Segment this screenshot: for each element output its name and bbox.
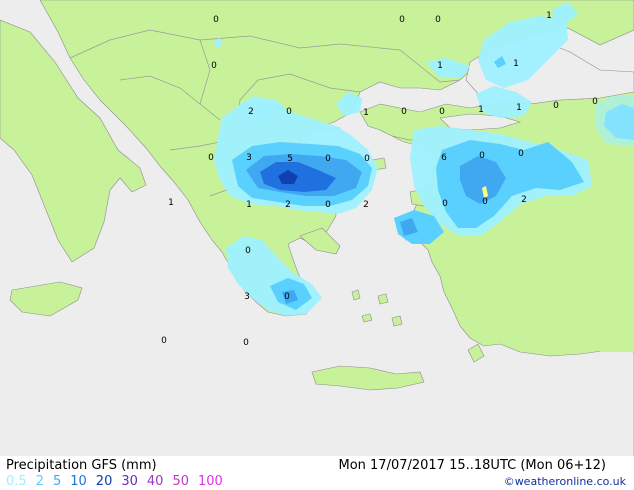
map-value-label: 1 — [546, 11, 552, 21]
land-cyclades-1 — [351, 289, 361, 301]
precip-north-tiny — [214, 38, 222, 48]
map-value-label: 3 — [244, 292, 250, 302]
map-values: 0 0 0 1 0 1 1 2 0 1 0 0 1 1 0 0 0 3 5 0 0 6 0 0 1 1 2 0 2 0 0 2 0 3 0 0 0 — [161, 11, 598, 348]
precip-romania-small — [426, 58, 470, 78]
map-value-label: 0 — [592, 97, 598, 107]
land-crete — [311, 365, 425, 391]
precip-greece-20 — [278, 170, 298, 184]
land-italy — [0, 19, 147, 263]
legend-entry: 100 — [197, 474, 223, 489]
precip-north-strip — [236, 96, 278, 124]
precip-ne-small — [552, 2, 578, 24]
footer: Precipitation GFS (mm) Mon 17/07/2017 15… — [0, 456, 634, 490]
legend-entry: 30 — [121, 474, 138, 489]
credit-link[interactable]: ©weatheronline.co.uk — [503, 475, 626, 488]
map-value-label: 0 — [325, 154, 331, 164]
map-value-label: 1 — [516, 103, 522, 113]
land-cyclades-2 — [377, 293, 389, 305]
precip-black-sea-2 — [494, 56, 506, 68]
precip-aegean-east-5 — [460, 156, 506, 204]
map-value-label: 0 — [211, 61, 217, 71]
map-value-label: 0 — [213, 15, 219, 25]
map-value-label: 0 — [243, 338, 249, 348]
map-canvas: 0 0 0 1 0 1 1 2 0 1 0 0 1 1 0 0 0 3 5 0 0 6 0 0 1 1 2 0 2 0 0 2 0 3 0 0 0 — [0, 0, 634, 456]
land-turkey-south — [600, 92, 634, 352]
legend-entry: 2 — [35, 474, 44, 489]
legend-entry: 20 — [95, 474, 113, 489]
legend-entry: 40 — [146, 474, 164, 489]
map-value-label: 3 — [246, 153, 252, 163]
map-value-label: 0 — [286, 107, 292, 117]
land-cyclades-3 — [361, 313, 373, 323]
precip-istanbul — [476, 86, 532, 118]
map-value-label: 2 — [363, 200, 369, 210]
map-value-label: 0 — [364, 154, 370, 164]
map-value-label: 1 — [246, 200, 252, 210]
land-sicily — [9, 281, 83, 317]
map-value-label: 0 — [245, 246, 251, 256]
map-value-label: 1 — [478, 105, 484, 115]
land-euboea — [299, 227, 341, 255]
color-legend: 0.5 2 5 10 20 30 40 50 100 — [6, 474, 232, 489]
legend-entry: 0.5 — [6, 474, 27, 489]
land-rhodes — [467, 343, 485, 363]
map-value-label: 2 — [285, 200, 291, 210]
precip-chios-area — [394, 210, 444, 244]
map-title: Precipitation GFS (mm) — [6, 458, 157, 473]
legend-entry: 10 — [70, 474, 87, 489]
map-value-label: 1 — [168, 198, 174, 208]
map-value-label: 0 — [482, 197, 488, 207]
legend-entry: 5 — [52, 474, 62, 489]
precip-greece-10 — [260, 162, 336, 192]
valid-time: Mon 17/07/2017 15..18UTC (Mon 06+12) — [338, 458, 606, 473]
map-value-label: 1 — [363, 108, 369, 118]
map-value-label: 0 — [401, 107, 407, 117]
map-value-label: 0 — [435, 15, 441, 25]
land-cyclades-4 — [391, 315, 403, 327]
map-value-label: 0 — [439, 107, 445, 117]
map-value-label: 0 — [479, 151, 485, 161]
precip-aegean-east-y — [482, 186, 488, 198]
land-balkans — [39, 0, 634, 317]
map-value-label: 6 — [441, 153, 447, 163]
map-value-label: 0 — [442, 199, 448, 209]
map-value-label: 0 — [399, 15, 405, 25]
map-value-label: 1 — [513, 59, 519, 69]
map-value-label: 0 — [284, 292, 290, 302]
precip-west-greece-5 — [282, 290, 298, 304]
map-value-label: 5 — [287, 154, 293, 164]
map-value-label: 0 — [325, 200, 331, 210]
precip-contours — [214, 2, 634, 316]
precip-chios-5 — [400, 218, 418, 236]
map-value-label: 0 — [518, 149, 524, 159]
map-value-label: 0 — [161, 336, 167, 346]
map-value-label: 2 — [521, 195, 527, 205]
precip-black-sea-outer — [478, 16, 568, 88]
legend-entry: 50 — [172, 474, 189, 489]
precip-far-east-outer — [596, 96, 634, 146]
map-value-label: 1 — [437, 61, 443, 71]
map-area: 0 0 0 1 0 1 1 2 0 1 0 0 1 1 0 0 0 3 5 0 0 6 0 0 1 1 2 0 2 0 0 2 0 3 0 0 0 — [0, 0, 634, 456]
map-value-label: 2 — [248, 107, 254, 117]
precip-north-2 — [336, 92, 362, 116]
map-value-label: 0 — [553, 101, 559, 111]
map-value-label: 0 — [208, 153, 214, 163]
